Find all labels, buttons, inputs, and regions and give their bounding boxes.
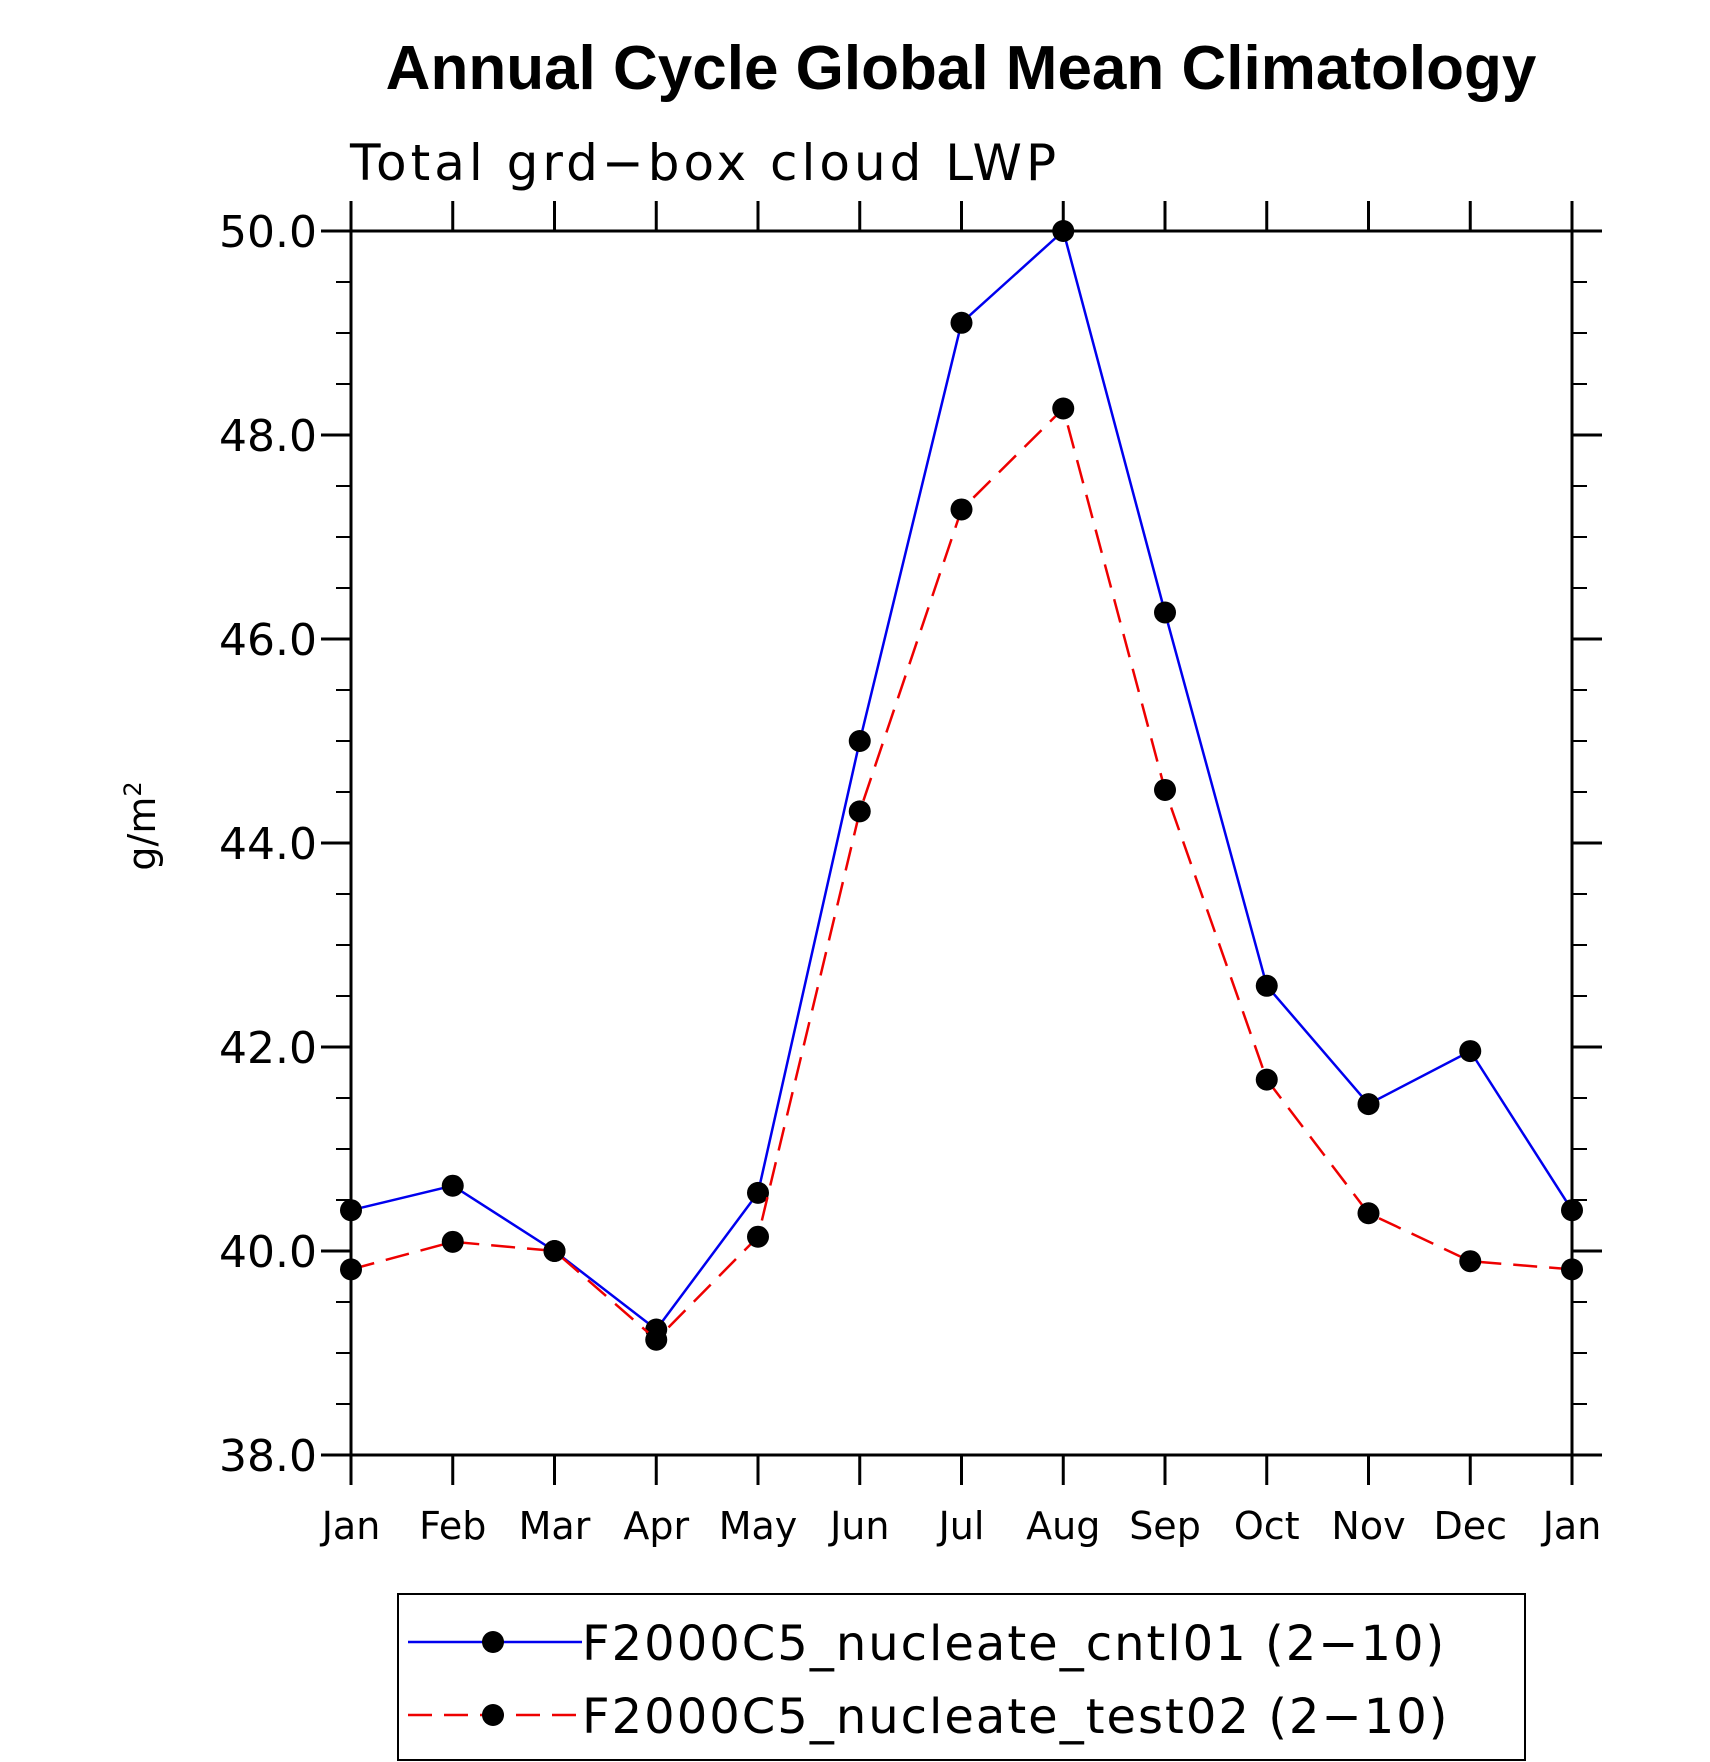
data-point-marker bbox=[1561, 1199, 1583, 1222]
data-point-marker bbox=[645, 1328, 668, 1351]
series-1 bbox=[340, 220, 1583, 1341]
legend-marker bbox=[482, 1704, 504, 1726]
plot-axes: 38.0 40.0 42.0 44.0 46.0 48.0 50.0 Jan Feb Mar Apr… bbox=[219, 201, 1602, 1548]
y-axis-label: g/m2 bbox=[119, 781, 164, 870]
x-tick-label: Feb bbox=[419, 1504, 486, 1548]
data-point-marker bbox=[1255, 1068, 1278, 1091]
x-tick-label: May bbox=[719, 1504, 798, 1548]
x-tick-label: Apr bbox=[623, 1504, 689, 1548]
data-point-marker bbox=[340, 1258, 362, 1281]
y-tick-label: 50.0 bbox=[219, 207, 317, 258]
y-tick-label: 44.0 bbox=[219, 819, 317, 870]
x-tick-label: Mar bbox=[519, 1504, 591, 1548]
data-point-marker bbox=[340, 1199, 362, 1222]
data-point-marker bbox=[1459, 1040, 1482, 1063]
y-tick-label: 46.0 bbox=[219, 615, 317, 666]
x-tick-label: Oct bbox=[1234, 1504, 1300, 1548]
x-tick-label: Jun bbox=[828, 1504, 889, 1548]
chart-subtitle: Total grd−box cloud LWP bbox=[349, 134, 1060, 192]
data-point-marker bbox=[441, 1174, 464, 1197]
data-point-marker bbox=[1357, 1093, 1380, 1116]
y-tick-label: 40.0 bbox=[219, 1227, 317, 1278]
data-point-marker bbox=[848, 800, 871, 823]
data-point-marker bbox=[747, 1225, 769, 1248]
legend-label: F2000C5_nucleate_test02 (2−10) bbox=[582, 1689, 1450, 1745]
data-point-marker bbox=[848, 730, 871, 752]
plot-series bbox=[340, 220, 1583, 1351]
series-line bbox=[350, 228, 1574, 1332]
x-tick-label: Jul bbox=[937, 1504, 985, 1548]
legend: F2000C5_nucleate_cntl01 (2−10) F2000C5_nu… bbox=[397, 1593, 1526, 1761]
data-point-marker bbox=[1052, 220, 1075, 242]
data-point-marker bbox=[1561, 1258, 1583, 1281]
data-point-marker bbox=[1255, 974, 1278, 997]
data-point-marker bbox=[950, 311, 973, 334]
y-tick-label: 48.0 bbox=[219, 411, 317, 462]
data-point-marker bbox=[1357, 1202, 1380, 1225]
y-axis-label-superscript: 2 bbox=[119, 781, 147, 796]
y-axis-label-text: g/m bbox=[120, 797, 164, 871]
chart-title: Annual Cycle Global Mean Climatology bbox=[386, 34, 1537, 103]
legend-box bbox=[397, 1593, 1526, 1761]
data-point-marker bbox=[1052, 397, 1075, 420]
data-point-marker bbox=[543, 1240, 566, 1262]
x-tick-label: Aug bbox=[1026, 1504, 1100, 1548]
data-point-marker bbox=[1154, 778, 1176, 801]
data-point-marker bbox=[1154, 601, 1176, 624]
y-tick-label: 38.0 bbox=[219, 1431, 317, 1482]
data-point-marker bbox=[747, 1181, 769, 1204]
x-tick-label: Jan bbox=[1541, 1504, 1602, 1548]
series-2 bbox=[340, 397, 1583, 1351]
legend-marker bbox=[482, 1631, 504, 1653]
data-point-marker bbox=[950, 498, 973, 521]
data-point-marker bbox=[1459, 1250, 1482, 1273]
y-tick-label: 42.0 bbox=[219, 1023, 317, 1074]
plot-frame bbox=[349, 229, 1574, 1457]
svg-text:g/m2: g/m2 bbox=[119, 781, 164, 870]
x-tick-label: Sep bbox=[1129, 1504, 1201, 1548]
x-tick-label: Dec bbox=[1433, 1504, 1507, 1548]
x-tick-label: Nov bbox=[1331, 1504, 1405, 1548]
data-point-marker bbox=[441, 1230, 464, 1253]
series-line bbox=[350, 406, 1573, 1342]
x-tick-label: Jan bbox=[320, 1504, 381, 1548]
legend-label: F2000C5_nucleate_cntl01 (2−10) bbox=[582, 1616, 1446, 1672]
